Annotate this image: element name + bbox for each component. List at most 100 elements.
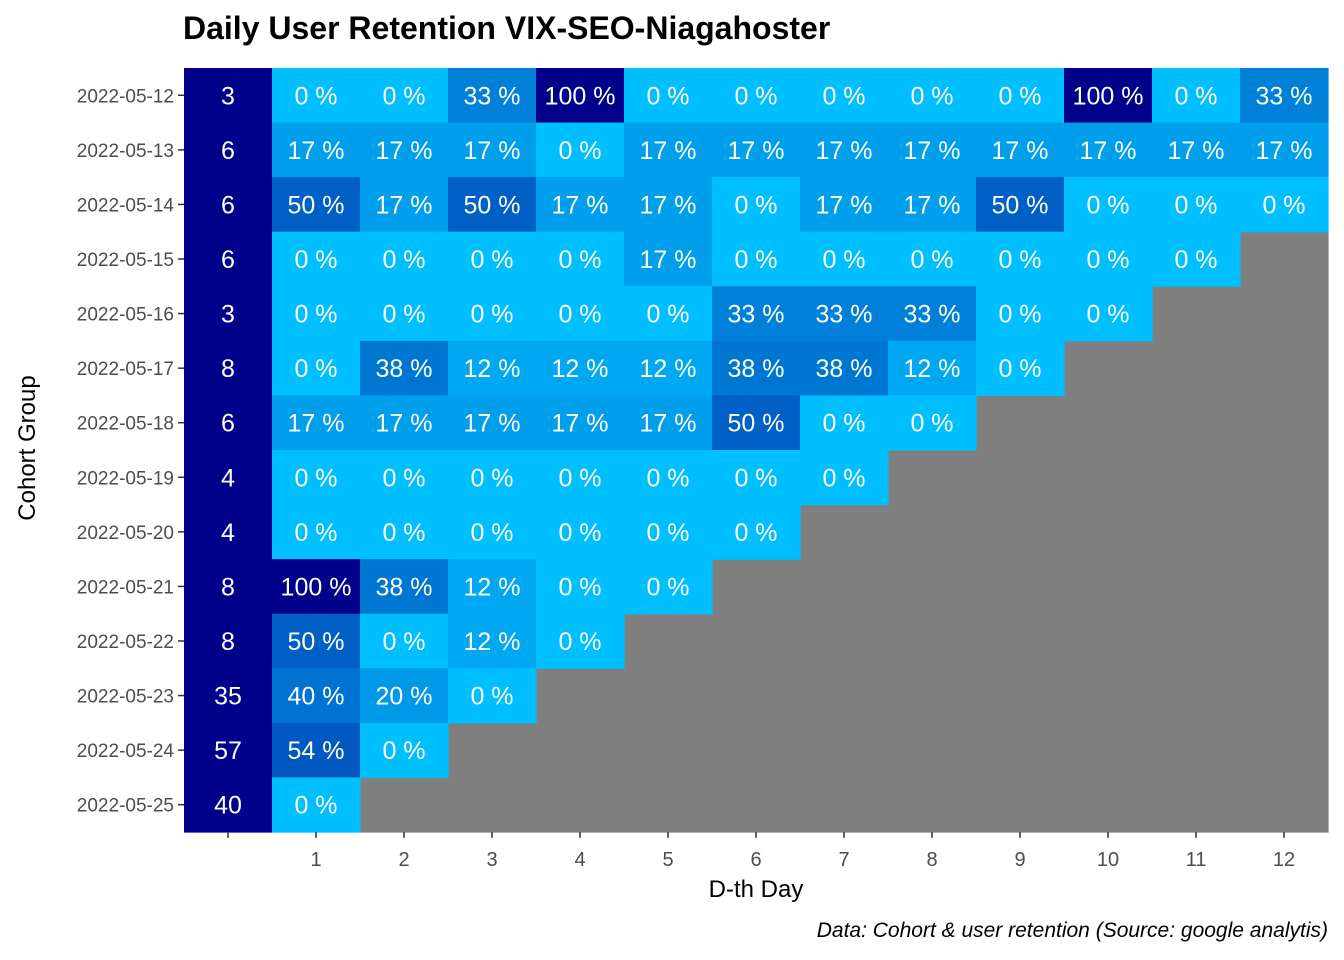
retention-label: 50 % <box>288 628 345 656</box>
retention-cell <box>624 122 713 178</box>
retention-label: 0 % <box>558 137 601 165</box>
retention-cell <box>888 340 977 397</box>
retention-label: 0 % <box>558 573 601 601</box>
missing-cell-block <box>800 504 1329 560</box>
retention-label: 17 % <box>376 137 433 165</box>
retention-cell <box>272 777 361 833</box>
retention-cell <box>624 450 713 506</box>
y-axis-title: Cohort Group <box>14 375 41 521</box>
retention-cell <box>624 340 713 397</box>
cohort-size-label: 57 <box>214 737 242 765</box>
y-tick-label: 2022-05-22 <box>77 632 174 653</box>
retention-cell <box>272 450 361 506</box>
retention-label: 38 % <box>728 355 785 383</box>
retention-label: 0 % <box>294 82 337 110</box>
retention-cell <box>1064 68 1153 124</box>
chart-title: Daily User Retention VIX-SEO-Niagahoster <box>183 10 831 46</box>
retention-cell <box>1240 122 1329 178</box>
retention-label: 0 % <box>1174 246 1217 274</box>
cohort-size-label: 3 <box>221 82 235 110</box>
retention-cell <box>712 286 801 342</box>
retention-cell <box>272 68 361 124</box>
retention-cell <box>360 231 449 287</box>
retention-label: 38 % <box>376 355 433 383</box>
retention-label: 0 % <box>382 519 425 547</box>
retention-label: 0 % <box>1174 82 1217 110</box>
retention-cell <box>624 68 713 124</box>
retention-cell <box>448 286 537 342</box>
missing-cell-block <box>448 722 1329 779</box>
retention-cell <box>1240 177 1329 233</box>
retention-cell <box>448 668 537 724</box>
retention-cell <box>536 68 625 124</box>
retention-cell <box>272 559 361 615</box>
retention-label: 100 % <box>1073 82 1144 110</box>
cohort-size-cell <box>184 668 273 724</box>
missing-cell-block <box>1240 231 1329 287</box>
x-tick-label: 12 <box>1273 849 1295 871</box>
retention-cell <box>800 395 889 451</box>
x-tick-label: 11 <box>1186 849 1207 871</box>
retention-cell <box>536 286 625 342</box>
retention-label: 0 % <box>1262 191 1305 219</box>
y-tick-label: 2022-05-23 <box>77 687 174 708</box>
retention-cell <box>360 450 449 506</box>
retention-label: 0 % <box>646 82 689 110</box>
retention-label: 0 % <box>294 355 337 383</box>
retention-label: 0 % <box>910 82 953 110</box>
retention-label: 17 % <box>552 191 609 219</box>
retention-label: 0 % <box>1086 246 1129 274</box>
retention-cell <box>272 395 361 451</box>
y-tick-label: 2022-05-18 <box>77 414 174 435</box>
retention-cell <box>448 559 537 615</box>
x-axis-title: D-th Day <box>708 876 804 903</box>
retention-cell <box>888 231 977 287</box>
retention-label: 12 % <box>552 355 609 383</box>
retention-cell <box>1152 68 1241 124</box>
y-tick-label: 2022-05-21 <box>77 577 174 598</box>
retention-label: 0 % <box>558 628 601 656</box>
retention-cell <box>800 177 889 233</box>
retention-label: 0 % <box>382 301 425 329</box>
retention-cell <box>536 559 625 615</box>
cohort-size-cell <box>184 395 273 451</box>
retention-cell <box>272 504 361 560</box>
retention-cell <box>360 722 449 779</box>
retention-cell <box>1152 122 1241 178</box>
retention-label: 0 % <box>558 246 601 274</box>
x-tick-label: 8 <box>926 849 937 871</box>
retention-label: 0 % <box>734 464 777 492</box>
retention-label: 0 % <box>294 792 337 820</box>
retention-label: 0 % <box>382 464 425 492</box>
retention-label: 0 % <box>998 301 1041 329</box>
retention-label: 0 % <box>646 519 689 547</box>
retention-cell <box>536 340 625 397</box>
retention-cell <box>448 613 537 669</box>
cohort-size-cell <box>184 122 273 178</box>
missing-cell-block <box>976 395 1329 451</box>
retention-cell <box>712 122 801 178</box>
retention-cell <box>800 231 889 287</box>
cohort-size-label: 6 <box>221 246 235 274</box>
retention-cell <box>1152 231 1241 287</box>
retention-label: 33 % <box>904 301 961 329</box>
cohort-size-cell <box>184 777 273 833</box>
missing-cell-block <box>1064 340 1329 397</box>
retention-cell <box>624 504 713 560</box>
retention-label: 33 % <box>464 82 521 110</box>
retention-cell <box>976 231 1065 287</box>
y-tick-label: 2022-05-12 <box>77 86 174 107</box>
retention-cell <box>272 177 361 233</box>
retention-label: 20 % <box>376 683 433 711</box>
retention-label: 17 % <box>1168 137 1225 165</box>
x-tick-label: 10 <box>1097 849 1119 871</box>
retention-cell <box>712 395 801 451</box>
cohort-size-label: 4 <box>221 519 235 547</box>
retention-label: 17 % <box>728 137 785 165</box>
retention-label: 0 % <box>998 82 1041 110</box>
retention-cell <box>536 450 625 506</box>
retention-cell <box>800 340 889 397</box>
retention-label: 0 % <box>998 355 1041 383</box>
retention-cell <box>624 177 713 233</box>
